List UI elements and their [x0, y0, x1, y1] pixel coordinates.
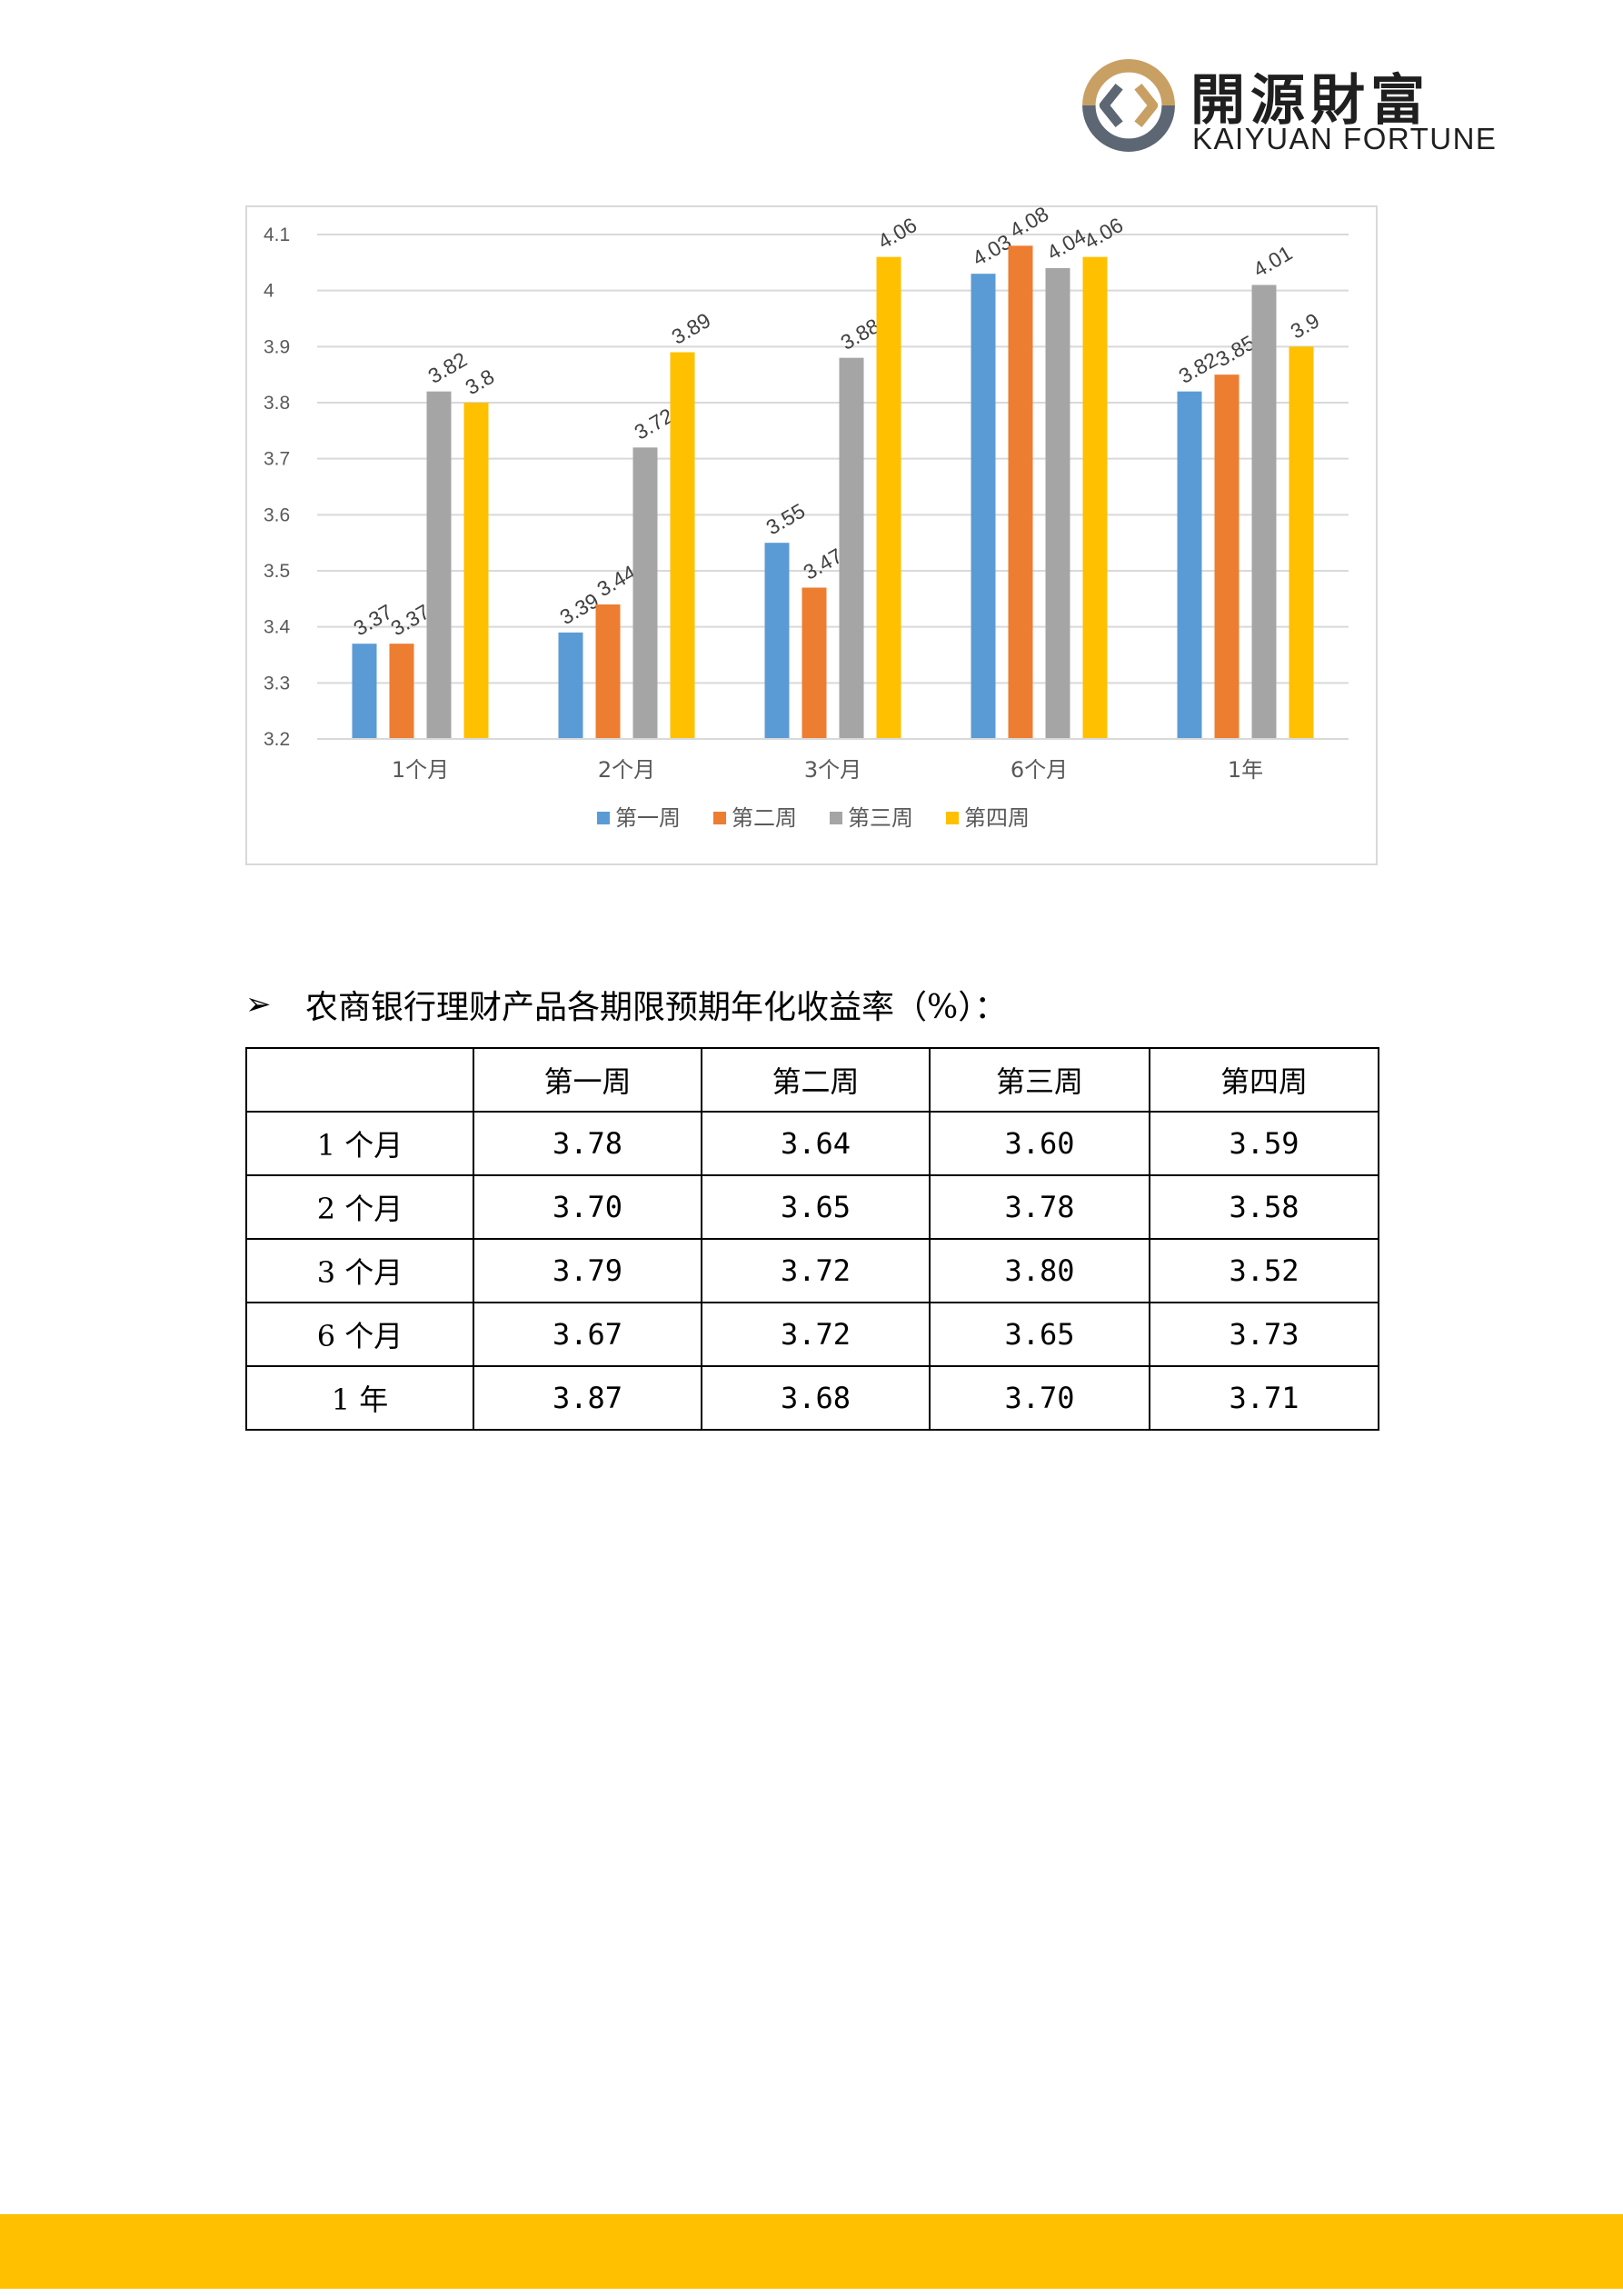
table-cell: 3.73: [1149, 1302, 1379, 1367]
yield-bar-chart: 3.2 3.3 3.4 3.5 3.6 3.7 3.8 3.9 4 4.1 3.37 3.37 3.82…: [245, 205, 1378, 865]
y-tick-label: 3.4: [264, 617, 291, 638]
legend-swatch: [946, 812, 959, 824]
legend-label: 第一周: [615, 805, 681, 831]
y-tick-label: 3.6: [264, 504, 290, 525]
row-label: 1 个月: [245, 1111, 474, 1176]
table-row: 6 个月 3.67 3.72 3.65 3.73: [245, 1302, 1379, 1367]
chart-bar: [764, 543, 790, 739]
y-tick-label: 3.5: [264, 561, 290, 582]
section-heading: ➢ 农商银行理财产品各期限预期年化收益率（%）：: [245, 980, 1007, 1029]
company-logo: 開源財富 KAIYUAN FORTUNE: [1081, 56, 1499, 156]
x-category-label: 2个月: [598, 757, 655, 783]
table-cell: 3.60: [929, 1111, 1150, 1176]
table-cell: 3.80: [929, 1238, 1150, 1303]
footer-accent-bar: [0, 2214, 1623, 2289]
table-cell: 3.70: [929, 1365, 1150, 1431]
table-cell: 3.70: [473, 1174, 702, 1240]
chart-bar: [463, 403, 489, 739]
table-cell: 3.67: [473, 1302, 702, 1367]
table-cell: 3.87: [473, 1365, 702, 1431]
table-cell: 3.65: [701, 1174, 931, 1240]
y-tick-label: 4: [264, 281, 274, 302]
table-row: 3 个月 3.79 3.72 3.80 3.52: [245, 1238, 1379, 1303]
chart-bar: [1008, 245, 1033, 739]
x-category-label: 6个月: [1011, 757, 1068, 783]
x-category-label: 1个月: [392, 757, 449, 783]
arrow-bullet-icon: ➢: [245, 986, 272, 1023]
chart-bar: [839, 357, 864, 739]
table-cell: 3.71: [1149, 1365, 1379, 1431]
logo-name-en: KAIYUAN FORTUNE: [1192, 122, 1498, 155]
row-label: 1 年: [245, 1365, 474, 1431]
chart-canvas: 3.23.33.43.53.63.73.83.944.13.373.373.82…: [264, 207, 1349, 831]
y-tick-label: 4.1: [264, 225, 290, 245]
chart-bar: [1251, 285, 1277, 739]
chart-bar: [426, 391, 452, 739]
chart-bar: [1082, 256, 1108, 740]
chart-bar: [1045, 268, 1070, 739]
table-cell: 3.68: [701, 1365, 931, 1431]
data-label: 3.89: [668, 308, 715, 349]
chart-bar: [558, 632, 583, 739]
table-cell: 3.79: [473, 1238, 702, 1303]
legend-label: 第四周: [964, 805, 1030, 831]
table-row: 2 个月 3.70 3.65 3.78 3.58: [245, 1174, 1379, 1240]
kaiyuan-logo-icon: [1082, 59, 1175, 152]
logo-name-cn: 開源財富: [1190, 69, 1430, 133]
chart-bar: [971, 274, 996, 739]
table-cell: 3.65: [929, 1302, 1150, 1367]
chart-bar: [670, 352, 695, 739]
table-row: 1 个月 3.78 3.64 3.60 3.59: [245, 1111, 1379, 1176]
table-cell: 3.52: [1149, 1238, 1379, 1303]
chart-bar: [1214, 374, 1240, 739]
table-header-cell: 第一周: [473, 1047, 702, 1113]
table-cell: 3.58: [1149, 1174, 1379, 1240]
legend-swatch: [713, 812, 726, 824]
row-label: 6 个月: [245, 1302, 474, 1367]
chart-bar: [352, 644, 377, 739]
y-tick-label: 3.3: [264, 673, 290, 694]
table-header-row: 第一周 第二周 第三周 第四周: [245, 1047, 1379, 1113]
legend-swatch: [830, 812, 842, 824]
y-tick-label: 3.7: [264, 449, 290, 470]
yield-table: 第一周 第二周 第三周 第四周 1 个月 3.78 3.64 3.60 3.59…: [245, 1047, 1379, 1431]
table-header-cell: 第二周: [701, 1047, 931, 1113]
table-cell: 3.72: [701, 1238, 931, 1303]
table-header-cell: 第三周: [929, 1047, 1150, 1113]
data-label: 4.06: [1080, 213, 1128, 254]
chart-bar: [632, 447, 658, 739]
chart-bar: [1289, 346, 1314, 739]
data-label: 4.08: [1006, 207, 1053, 243]
table-cell: 3.59: [1149, 1111, 1379, 1176]
chart-bar: [802, 587, 827, 739]
y-tick-label: 3.2: [264, 729, 290, 750]
table-cell: 3.78: [473, 1111, 702, 1176]
chart-bar: [1177, 391, 1202, 739]
x-category-label: 3个月: [804, 757, 861, 783]
table-header-cell: [245, 1047, 474, 1113]
legend-label: 第二周: [732, 805, 797, 831]
row-label: 2 个月: [245, 1174, 474, 1240]
legend-swatch: [597, 812, 610, 824]
legend-label: 第三周: [848, 805, 913, 831]
chart-bar: [595, 604, 621, 739]
x-category-label: 1年: [1228, 757, 1263, 783]
chart-bar: [389, 644, 414, 739]
table-row: 1 年 3.87 3.68 3.70 3.71: [245, 1365, 1379, 1431]
chart-bar: [876, 256, 901, 740]
table-cell: 3.78: [929, 1174, 1150, 1240]
data-label: 4.01: [1250, 241, 1297, 282]
row-label: 3 个月: [245, 1238, 474, 1303]
data-label: 3.55: [762, 499, 810, 540]
data-label: 3.9: [1287, 308, 1324, 344]
y-tick-label: 3.9: [264, 336, 290, 357]
data-label: 4.06: [874, 213, 921, 254]
table-header-cell: 第四周: [1149, 1047, 1379, 1113]
table-cell: 3.72: [701, 1302, 931, 1367]
y-tick-label: 3.8: [264, 393, 290, 414]
table-cell: 3.64: [701, 1111, 931, 1176]
section-heading-text: 农商银行理财产品各期限预期年化收益率（%）：: [305, 989, 1008, 1026]
